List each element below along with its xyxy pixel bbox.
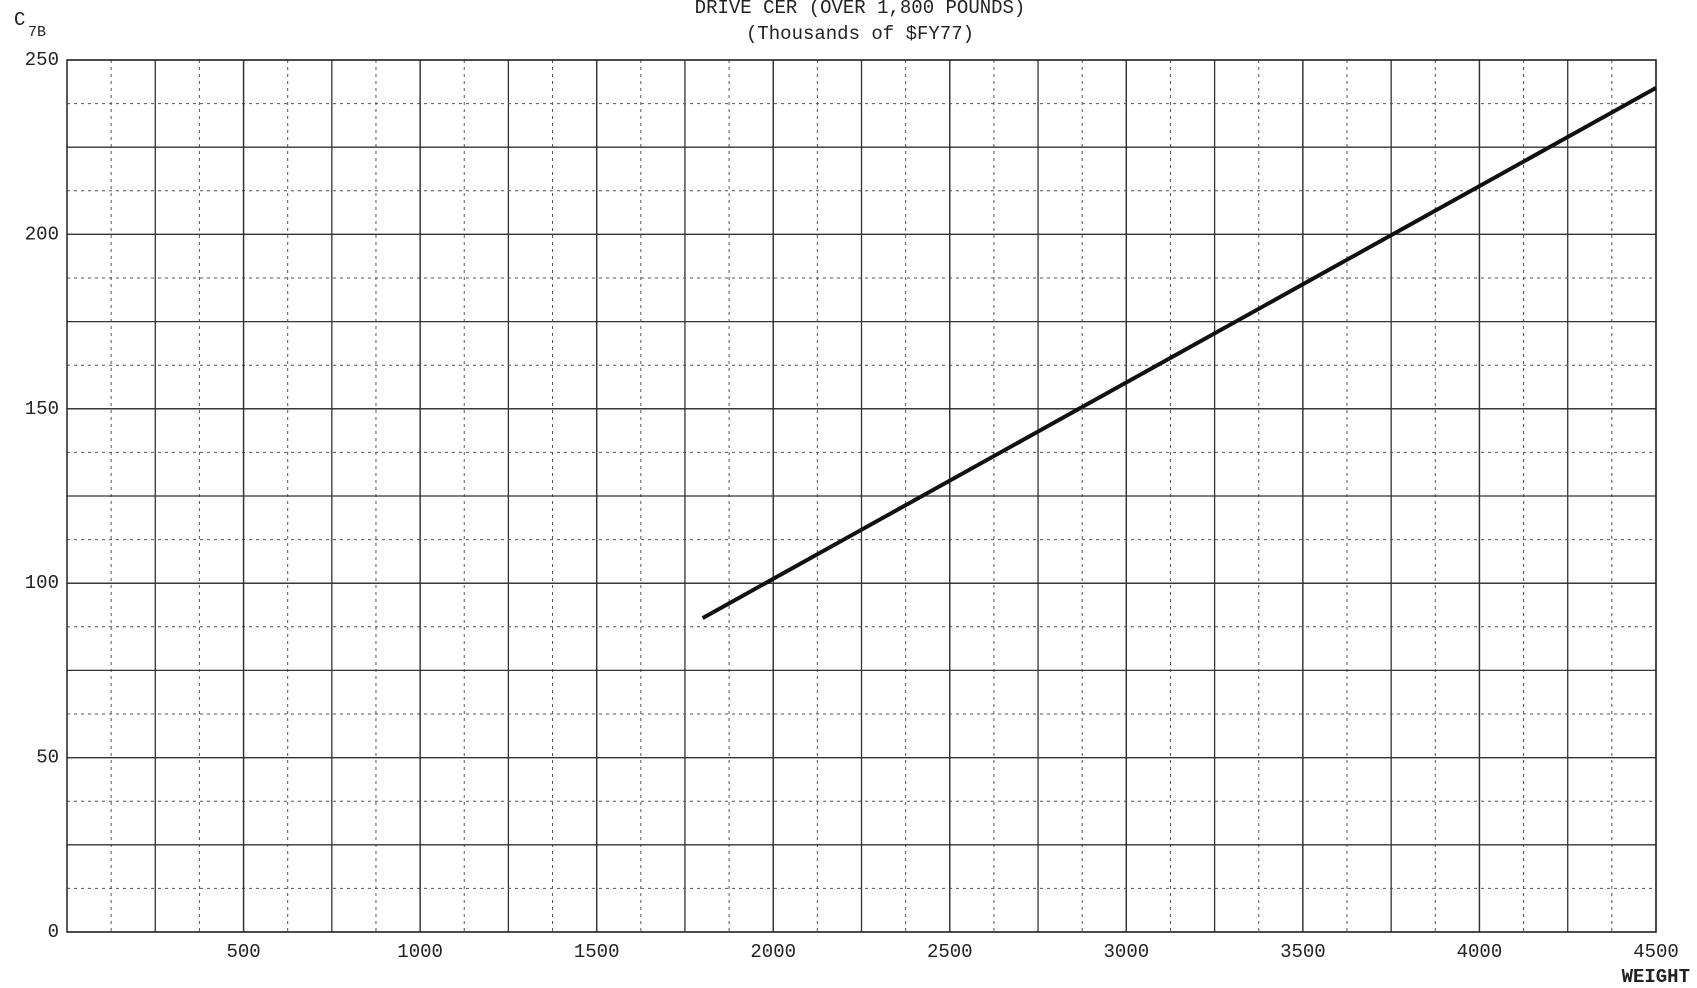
x-tick-label: 500 bbox=[226, 941, 260, 963]
chart-title: DRIVE CER (OVER 1,800 POUNDS) bbox=[695, 0, 1026, 19]
x-tick-label: 4500 bbox=[1633, 941, 1679, 963]
y-tick-label: 100 bbox=[25, 572, 59, 594]
chart-subtitle: (Thousands of $FY77) bbox=[746, 23, 974, 45]
y-tick-label: 0 bbox=[48, 921, 59, 943]
x-tick-label: 3000 bbox=[1104, 941, 1150, 963]
x-tick-label: 2000 bbox=[750, 941, 796, 963]
x-tick-label: 4000 bbox=[1457, 941, 1503, 963]
x-axis-label: WEIGHT bbox=[1622, 966, 1690, 988]
y-tick-label: 150 bbox=[25, 398, 59, 420]
y-axis-label-subscript: 7B bbox=[28, 24, 46, 41]
x-tick-label: 1500 bbox=[574, 941, 620, 963]
plot-frame bbox=[66, 59, 1657, 933]
x-tick-label: 2500 bbox=[927, 941, 973, 963]
x-tick-label: 1000 bbox=[397, 941, 443, 963]
y-tick-label: 250 bbox=[25, 49, 59, 71]
y-axis-label: C bbox=[14, 9, 25, 31]
y-tick-label: 50 bbox=[36, 747, 59, 769]
x-tick-label: 3500 bbox=[1280, 941, 1326, 963]
y-tick-label: 200 bbox=[25, 223, 59, 245]
data-line bbox=[701, 86, 1657, 620]
